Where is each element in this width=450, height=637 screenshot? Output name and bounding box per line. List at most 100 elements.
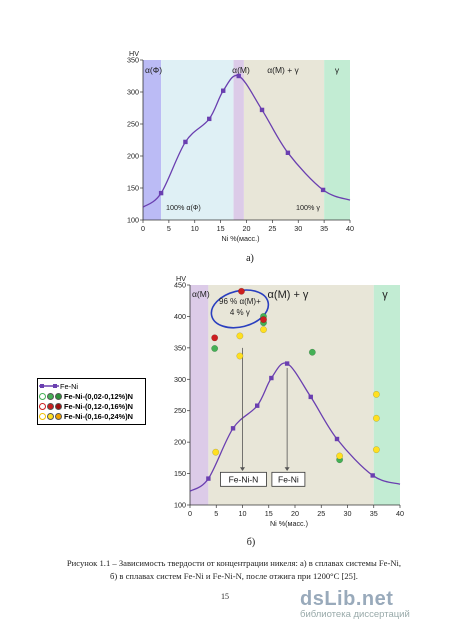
arrow-head <box>240 467 245 472</box>
data-point-fe-ni-0-16-0-24-n <box>260 326 267 334</box>
legend-label: Fe-Ni <box>60 381 79 391</box>
region-band-2 <box>233 60 244 220</box>
legend-dot <box>55 413 62 420</box>
x-tick-label: 30 <box>344 509 352 518</box>
legend-dot <box>47 403 54 410</box>
data-point-fe-ni-0-12-0-16-n <box>211 334 219 342</box>
data-point-fe-ni <box>158 190 164 196</box>
data-point-fe-ni-0-02-0-12-n <box>211 345 219 352</box>
ellipse-text-line-1: 96 % α(M)+ <box>219 297 261 306</box>
y-tick-label: 300 <box>174 375 186 384</box>
x-tick-label: 20 <box>243 224 251 233</box>
y-tick-label: 350 <box>174 343 186 352</box>
watermark-tagline: библиотека диссертаций <box>300 609 410 620</box>
panel-label-a: а) <box>246 253 254 264</box>
watermark-logo: dsLib.net <box>300 588 394 610</box>
data-point-fe-ni <box>206 476 211 481</box>
legend-row-n3: Fe-Ni-(0,16-0,24%)N <box>38 412 133 422</box>
legend-dot <box>55 393 62 400</box>
x-tick-label: 10 <box>239 509 247 518</box>
legend-row-fe-ni: Fe-Ni <box>38 381 78 391</box>
x-tick-label: 30 <box>294 224 302 233</box>
x-tick-label: 35 <box>320 224 328 233</box>
legend-label: Fe-Ni-(0,16-0,24%)N <box>64 412 133 421</box>
region-band-3 <box>243 60 325 220</box>
figure-caption-line-2: б) в сплавах систем Fe-Ni и Fe-Ni-N, пос… <box>110 571 358 581</box>
y-tick-label: 100 <box>174 501 186 510</box>
data-point-fe-ni-0-12-0-16-n <box>260 316 267 324</box>
x-tick-label: 40 <box>346 224 354 233</box>
y-tick-label: 250 <box>174 406 186 415</box>
data-point-fe-ni <box>221 88 226 93</box>
legend-row-n2: Fe-Ni-(0,12-0,16%)N <box>38 402 133 412</box>
legend-dot <box>39 413 46 420</box>
data-point-fe-ni <box>230 426 236 431</box>
y-tick-label: 200 <box>174 438 186 447</box>
data-point-fe-ni-0-16-0-24-n <box>236 332 244 340</box>
y-tick-label: 300 <box>127 88 139 97</box>
x-tick-label: 25 <box>317 509 325 518</box>
panel-label-b: б) <box>246 537 256 548</box>
page-number: 15 <box>221 592 229 601</box>
data-point-fe-ni <box>183 139 188 145</box>
legend-row-n1: Fe-Ni-(0,02-0,12%)N <box>38 392 133 402</box>
x-axis-label: Ni %(масс.) <box>221 234 259 243</box>
data-point-fe-ni <box>308 394 313 400</box>
box-fe-ni <box>271 471 306 487</box>
region-label: α(M) <box>192 289 210 299</box>
box-fe-ni-n <box>220 471 267 487</box>
y-tick-label: 100 <box>127 216 139 225</box>
y-axis-label: HV <box>129 49 139 58</box>
region-label: α(M) + γ <box>268 289 309 301</box>
y-axis-label: HV <box>176 274 186 283</box>
y-tick-label: 250 <box>127 120 139 129</box>
x-tick-label: 5 <box>214 509 218 518</box>
region-label: γ <box>382 289 388 301</box>
region-label: α(M) + γ <box>267 65 299 75</box>
x-tick-label: 15 <box>265 509 273 518</box>
x-tick-label: 0 <box>141 224 145 233</box>
chart-b: α(M) α(M) + γ γ 0 5 10 15 20 25 30 35 40 100 150 200 25… <box>174 274 404 528</box>
data-point-fe-ni <box>334 436 340 442</box>
legend-dot <box>39 403 46 410</box>
region-band-0 <box>143 60 162 220</box>
data-point-fe-ni-0-16-0-24-n <box>212 448 220 456</box>
data-point-fe-ni-0-02-0-12-n <box>308 348 316 356</box>
legend-label: Fe-Ni-(0,02-0,12%)N <box>64 392 133 401</box>
arrow-head <box>284 467 290 472</box>
series-line-fe-ni <box>142 74 351 208</box>
data-point-fe-ni <box>259 107 265 113</box>
x-tick-label: 35 <box>370 509 378 518</box>
data-point-fe-ni-0-16-0-24-n <box>236 352 244 360</box>
x-tick-label: 5 <box>167 224 171 233</box>
data-point-fe-ni <box>269 375 274 381</box>
region-band-4 <box>324 60 350 220</box>
x-tick-label: 0 <box>188 509 192 518</box>
ellipse-text-line-2: 4 % γ <box>230 308 250 317</box>
data-point-fe-ni-0-16-0-24-n <box>372 446 380 454</box>
x-tick-label: 20 <box>291 509 299 518</box>
region-label: α(Ф) <box>145 65 162 75</box>
region-label: α(M) <box>232 65 250 75</box>
data-point-fe-ni-0-16-0-24-n <box>372 390 380 398</box>
legend-fe-ni-marker <box>39 384 59 388</box>
x-axis-label: Ni %(масс.) <box>270 519 308 528</box>
phase-ellipse <box>210 289 270 329</box>
region-band-1 <box>161 60 234 220</box>
data-point-fe-ni-0-16-0-24-n <box>372 414 380 422</box>
data-point-fe-ni <box>207 116 212 122</box>
box-fe-ni-label: Fe-Ni <box>278 474 299 484</box>
data-point-fe-ni <box>236 73 241 79</box>
y-tick-label: 350 <box>127 56 139 65</box>
legend-label: Fe-Ni-(0,12-0,16%)N <box>64 402 133 411</box>
y-tick-label: 400 <box>174 312 186 321</box>
data-point-fe-ni-0-12-0-16-n <box>238 287 245 295</box>
data-point-fe-ni <box>255 403 260 408</box>
legend-dot <box>47 393 54 400</box>
data-point-fe-ni <box>284 361 290 366</box>
annotation-100-gamma: 100% γ <box>296 203 320 212</box>
data-point-fe-ni <box>370 473 375 478</box>
chart-b-legend: Fe-Ni Fe-Ni-(0,02-0,12%)N Fe-Ni-(0,12-0,… <box>37 378 146 425</box>
y-tick-label: 450 <box>174 281 186 290</box>
annotation-100-alpha: 100% α(Ф) <box>166 203 201 212</box>
